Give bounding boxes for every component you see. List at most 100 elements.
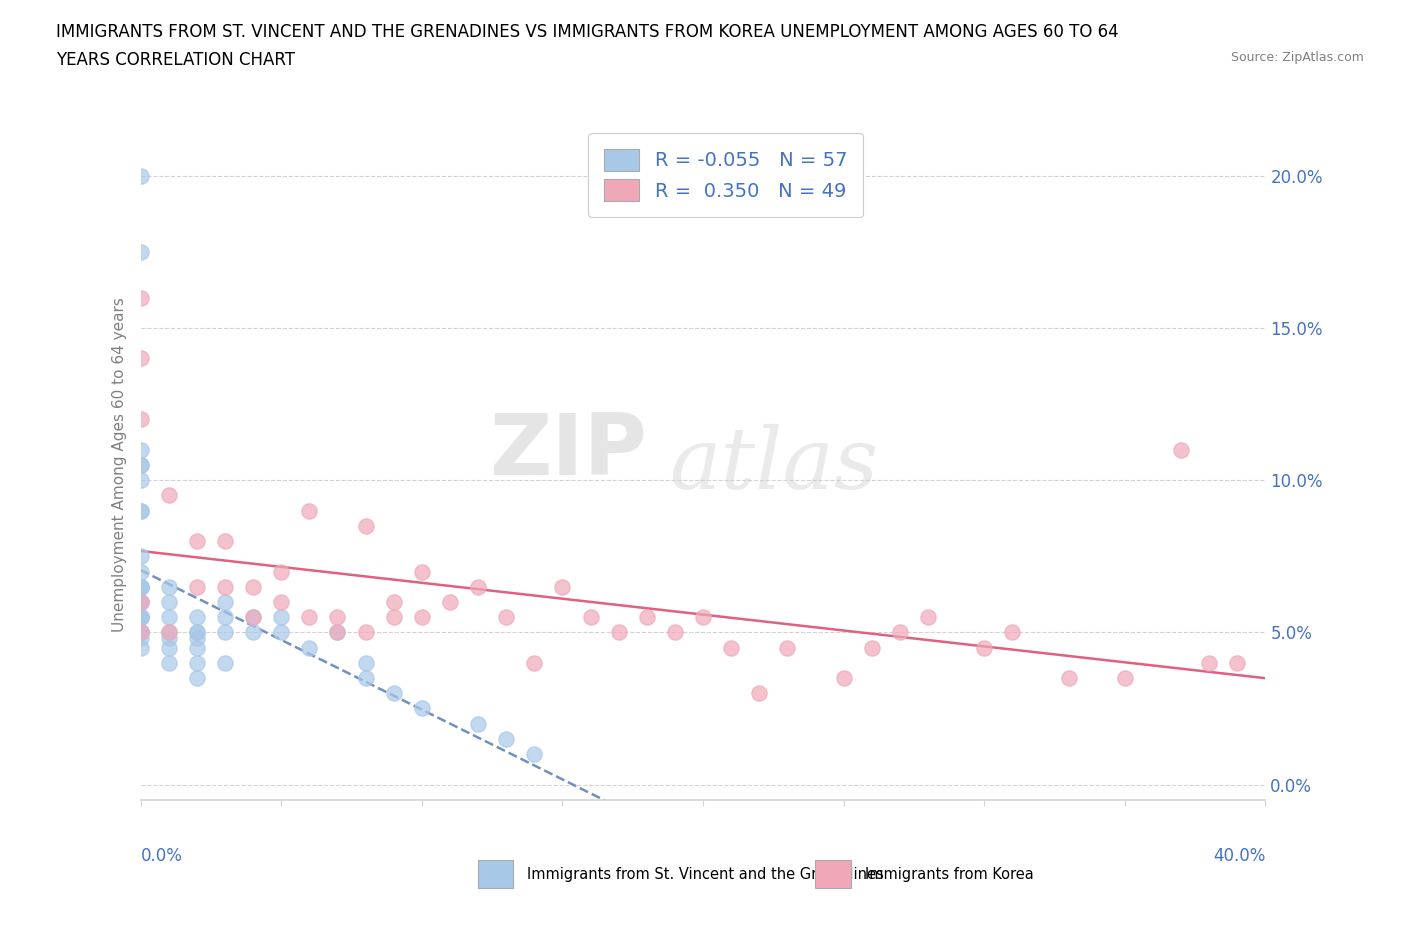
- Text: Source: ZipAtlas.com: Source: ZipAtlas.com: [1230, 51, 1364, 64]
- Point: [748, 685, 770, 700]
- Point: [270, 594, 292, 609]
- Point: [636, 610, 658, 625]
- Point: [129, 503, 152, 518]
- Text: Immigrants from St. Vincent and the Grenadines: Immigrants from St. Vincent and the Gren…: [527, 867, 884, 882]
- Text: IMMIGRANTS FROM ST. VINCENT AND THE GRENADINES VS IMMIGRANTS FROM KOREA UNEMPLOY: IMMIGRANTS FROM ST. VINCENT AND THE GREN…: [56, 23, 1119, 41]
- Text: ZIP: ZIP: [489, 410, 647, 493]
- Point: [720, 640, 742, 655]
- Point: [129, 351, 152, 365]
- Point: [382, 594, 405, 609]
- Point: [860, 640, 883, 655]
- Point: [1114, 671, 1136, 685]
- Point: [832, 671, 855, 685]
- Point: [298, 640, 321, 655]
- Point: [917, 610, 939, 625]
- Point: [411, 565, 433, 579]
- Point: [242, 610, 264, 625]
- Point: [129, 625, 152, 640]
- Point: [354, 625, 377, 640]
- Point: [298, 503, 321, 518]
- Point: [467, 579, 489, 594]
- Point: [129, 594, 152, 609]
- Point: [129, 565, 152, 579]
- Point: [157, 488, 180, 503]
- Point: [382, 610, 405, 625]
- Point: [129, 625, 152, 640]
- Point: [157, 579, 180, 594]
- Point: [186, 625, 208, 640]
- Point: [214, 534, 236, 549]
- Point: [129, 610, 152, 625]
- Point: [157, 610, 180, 625]
- Y-axis label: Unemployment Among Ages 60 to 64 years: Unemployment Among Ages 60 to 64 years: [111, 298, 127, 632]
- Point: [1057, 671, 1080, 685]
- Point: [129, 625, 152, 640]
- Text: 0.0%: 0.0%: [141, 846, 183, 865]
- Point: [326, 610, 349, 625]
- Point: [607, 625, 630, 640]
- Point: [354, 656, 377, 671]
- Point: [495, 610, 517, 625]
- Point: [129, 610, 152, 625]
- Point: [157, 594, 180, 609]
- Point: [186, 640, 208, 655]
- Text: YEARS CORRELATION CHART: YEARS CORRELATION CHART: [56, 51, 295, 69]
- Point: [186, 671, 208, 685]
- Point: [326, 625, 349, 640]
- Point: [129, 579, 152, 594]
- Point: [973, 640, 995, 655]
- Point: [242, 579, 264, 594]
- Point: [214, 579, 236, 594]
- Point: [495, 732, 517, 747]
- Point: [129, 631, 152, 646]
- Point: [270, 610, 292, 625]
- Point: [129, 625, 152, 640]
- Point: [129, 640, 152, 655]
- Point: [129, 549, 152, 564]
- Point: [889, 625, 911, 640]
- Point: [129, 412, 152, 427]
- Point: [129, 610, 152, 625]
- Point: [129, 579, 152, 594]
- Point: [129, 579, 152, 594]
- Point: [157, 656, 180, 671]
- Point: [129, 610, 152, 625]
- Point: [242, 610, 264, 625]
- Point: [692, 610, 714, 625]
- Point: [157, 625, 180, 640]
- Point: [214, 625, 236, 640]
- Point: [186, 579, 208, 594]
- Point: [1170, 443, 1192, 458]
- Point: [270, 565, 292, 579]
- Point: [214, 610, 236, 625]
- Point: [298, 610, 321, 625]
- Point: [326, 625, 349, 640]
- Point: [382, 685, 405, 700]
- Point: [1198, 656, 1220, 671]
- Point: [129, 458, 152, 472]
- Point: [186, 631, 208, 646]
- Point: [129, 472, 152, 487]
- Point: [186, 656, 208, 671]
- Point: [129, 625, 152, 640]
- Point: [467, 716, 489, 731]
- Point: [411, 610, 433, 625]
- Point: [129, 443, 152, 458]
- Point: [129, 594, 152, 609]
- Point: [411, 701, 433, 716]
- Point: [1226, 656, 1249, 671]
- Legend: R = -0.055   N = 57, R =  0.350   N = 49: R = -0.055 N = 57, R = 0.350 N = 49: [589, 133, 862, 217]
- Point: [129, 503, 152, 518]
- Point: [129, 168, 152, 183]
- Point: [186, 610, 208, 625]
- Point: [1001, 625, 1024, 640]
- Point: [129, 290, 152, 305]
- Point: [186, 534, 208, 549]
- Text: atlas: atlas: [669, 424, 879, 506]
- Text: Immigrants from Korea: Immigrants from Korea: [865, 867, 1033, 882]
- Point: [664, 625, 686, 640]
- Point: [186, 625, 208, 640]
- Point: [157, 625, 180, 640]
- Text: 40.0%: 40.0%: [1213, 846, 1265, 865]
- Point: [270, 625, 292, 640]
